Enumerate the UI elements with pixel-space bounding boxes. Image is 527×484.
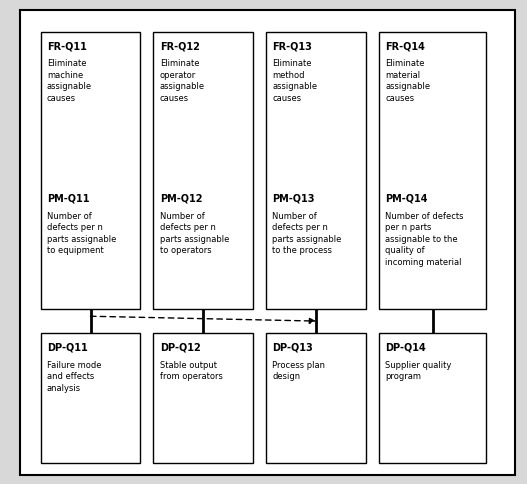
Text: Stable output
from operators: Stable output from operators bbox=[160, 360, 222, 380]
Text: PM-Q13: PM-Q13 bbox=[272, 193, 315, 203]
Text: Number of
defects per n
parts assignable
to operators: Number of defects per n parts assignable… bbox=[160, 212, 229, 255]
Text: Number of
defects per n
parts assignable
to the process: Number of defects per n parts assignable… bbox=[272, 212, 342, 255]
Text: FR-Q11: FR-Q11 bbox=[47, 41, 87, 51]
Text: Process plan
design: Process plan design bbox=[272, 360, 325, 380]
Text: Eliminate
machine
assignable
causes: Eliminate machine assignable causes bbox=[47, 59, 92, 103]
Bar bbox=[266, 333, 366, 463]
Text: Failure mode
and effects
analysis: Failure mode and effects analysis bbox=[47, 360, 102, 392]
Bar bbox=[153, 333, 253, 463]
Text: PM-Q11: PM-Q11 bbox=[47, 193, 90, 203]
Text: Supplier quality
program: Supplier quality program bbox=[385, 360, 452, 380]
Text: DP-Q14: DP-Q14 bbox=[385, 342, 426, 352]
Text: Number of defects
per n parts
assignable to the
quality of
incoming material: Number of defects per n parts assignable… bbox=[385, 212, 464, 266]
Text: Eliminate
material
assignable
causes: Eliminate material assignable causes bbox=[385, 59, 430, 103]
Bar bbox=[379, 333, 486, 463]
Text: FR-Q14: FR-Q14 bbox=[385, 41, 425, 51]
Text: Eliminate
operator
assignable
causes: Eliminate operator assignable causes bbox=[160, 59, 205, 103]
Text: DP-Q13: DP-Q13 bbox=[272, 342, 313, 352]
Bar bbox=[153, 32, 253, 309]
Bar bbox=[41, 333, 140, 463]
Bar bbox=[41, 32, 140, 309]
Text: FR-Q13: FR-Q13 bbox=[272, 41, 313, 51]
Text: Eliminate
method
assignable
causes: Eliminate method assignable causes bbox=[272, 59, 318, 103]
Text: Number of
defects per n
parts assignable
to equipment: Number of defects per n parts assignable… bbox=[47, 212, 116, 255]
Bar bbox=[379, 32, 486, 309]
Text: DP-Q11: DP-Q11 bbox=[47, 342, 88, 352]
Bar bbox=[266, 32, 366, 309]
Text: FR-Q12: FR-Q12 bbox=[160, 41, 200, 51]
Text: DP-Q12: DP-Q12 bbox=[160, 342, 200, 352]
Text: PM-Q12: PM-Q12 bbox=[160, 193, 202, 203]
Text: PM-Q14: PM-Q14 bbox=[385, 193, 427, 203]
